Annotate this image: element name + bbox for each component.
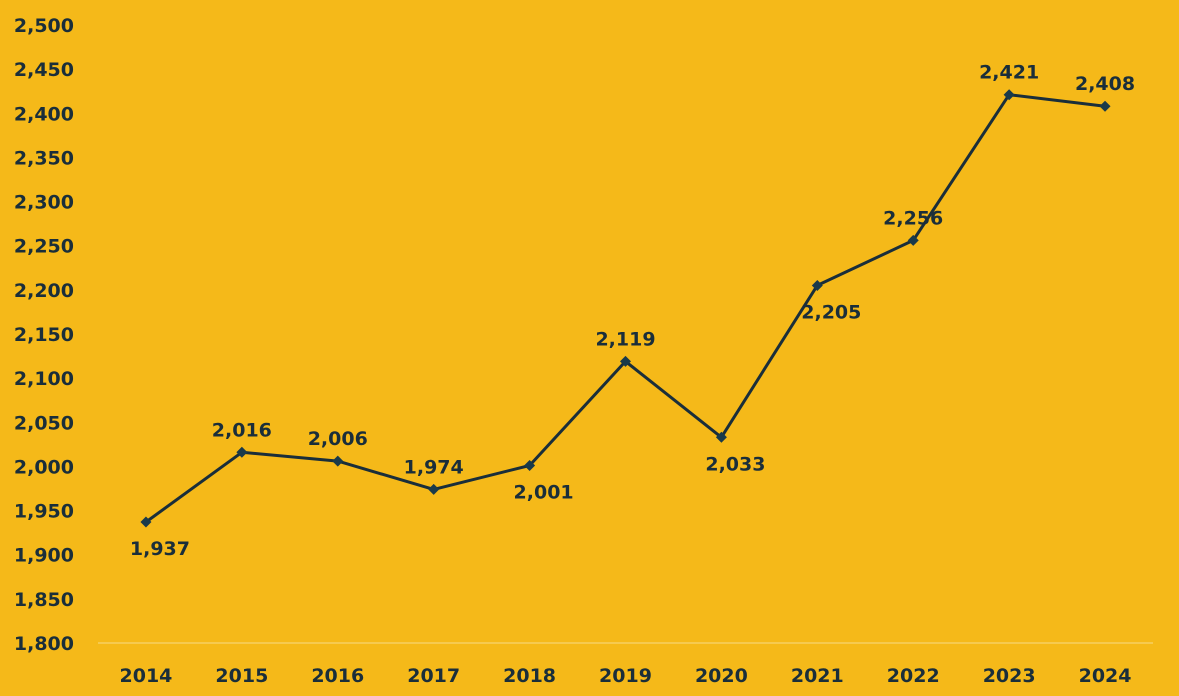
y-tick-label: 2,150 — [14, 324, 74, 346]
data-point-marker — [811, 279, 823, 291]
data-point-marker — [140, 516, 152, 528]
data-point-marker — [1003, 89, 1015, 101]
y-tick-label: 2,400 — [14, 103, 74, 125]
data-label: 2,421 — [979, 62, 1039, 84]
data-label: 2,408 — [1075, 73, 1135, 95]
y-tick-label: 1,900 — [14, 545, 74, 567]
y-tick-label: 2,000 — [14, 456, 74, 478]
data-point-marker — [524, 460, 536, 472]
x-tick-label: 2016 — [311, 665, 364, 687]
x-tick-label: 2018 — [503, 665, 556, 687]
data-label: 2,001 — [514, 482, 574, 504]
x-tick-label: 2017 — [407, 665, 460, 687]
x-tick-label: 2014 — [120, 665, 173, 687]
data-label: 2,256 — [883, 207, 943, 229]
y-tick-label: 1,850 — [14, 589, 74, 611]
data-label: 2,033 — [705, 453, 765, 475]
x-tick-label: 2022 — [887, 665, 940, 687]
y-tick-label: 2,050 — [14, 412, 74, 434]
data-point-marker — [907, 234, 919, 246]
y-tick-label: 2,200 — [14, 280, 74, 302]
y-tick-label: 1,950 — [14, 501, 74, 523]
y-tick-label: 2,250 — [14, 236, 74, 258]
y-tick-label: 2,500 — [14, 15, 74, 37]
y-tick-label: 2,450 — [14, 59, 74, 81]
data-point-marker — [236, 446, 248, 458]
data-label: 1,974 — [404, 456, 464, 478]
data-label: 2,016 — [212, 419, 272, 441]
x-tick-label: 2023 — [983, 665, 1036, 687]
data-point-marker — [620, 355, 631, 367]
data-point-marker — [1099, 100, 1111, 112]
y-tick-label: 2,100 — [14, 368, 74, 390]
y-tick-label: 1,800 — [14, 633, 74, 655]
data-label: 2,205 — [801, 301, 861, 323]
data-label: 1,937 — [130, 538, 190, 560]
x-tick-label: 2020 — [695, 665, 748, 687]
data-label: 2,006 — [308, 428, 368, 450]
data-point-marker — [715, 431, 727, 443]
x-tick-label: 2024 — [1079, 665, 1132, 687]
x-tick-label: 2021 — [791, 665, 844, 687]
data-point-marker — [428, 483, 440, 495]
y-tick-label: 2,300 — [14, 192, 74, 214]
data-point-marker — [332, 455, 344, 467]
data-label: 2,119 — [595, 328, 655, 350]
x-axis-tick-labels: 2014 2015 2016 2017 2018 2019 2020 2021 2022 2023… — [120, 665, 1132, 687]
series-markers — [140, 89, 1111, 528]
data-labels: 1,937 2,016 2,006 1,974 2,001 2,119 2,033 2,205… — [130, 62, 1135, 560]
y-tick-label: 2,350 — [14, 147, 74, 169]
x-tick-label: 2019 — [599, 665, 652, 687]
y-axis-tick-labels: 1,800 1,850 1,900 1,950 2,000 2,050 2,100 2,150… — [14, 15, 74, 655]
x-tick-label: 2015 — [215, 665, 268, 687]
